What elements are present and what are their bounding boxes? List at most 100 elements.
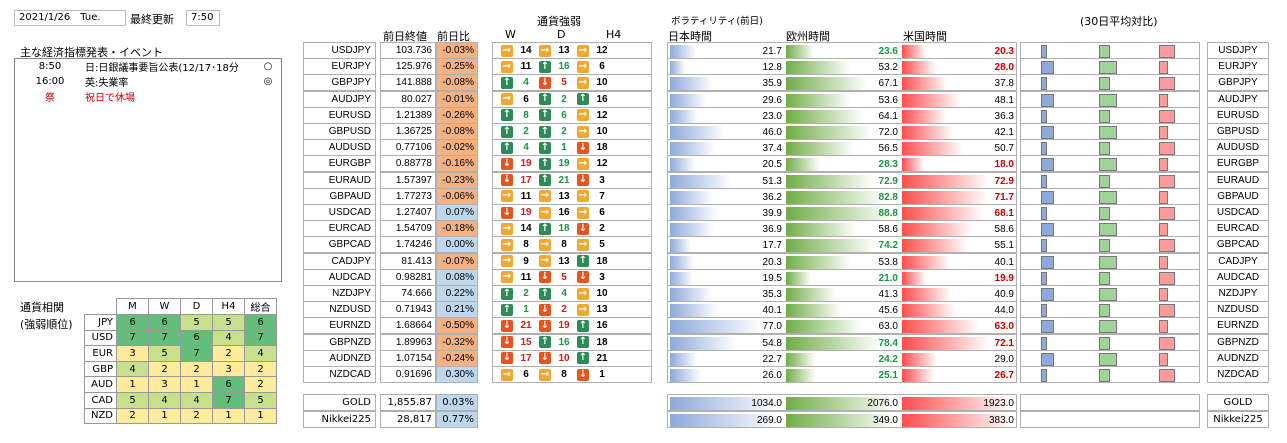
europe-value: 45.6 [878,305,898,317]
col-europe: 欧州時間 [786,30,830,43]
europe-bar [786,142,854,156]
avg-row [1020,349,1200,367]
d-value: 2 [561,304,567,316]
ranking-cell: 5 [180,314,213,331]
change-pct: -0.25% [436,58,478,76]
prev-close: 1.07154 [380,349,436,367]
us-bar [902,352,937,366]
europe-value: 41.3 [878,289,898,300]
avg-row [1020,236,1200,254]
d-value: 13 [558,45,570,56]
d-value: 6 [561,109,567,121]
avg-row [1020,106,1200,124]
w-value: 17 [520,352,532,364]
japan-avg-bar [1041,77,1047,91]
us-bar [902,190,989,204]
europe-value: 82.8 [878,191,898,203]
japan-bar [670,414,780,427]
pair-symbol: AUDUSD [303,139,376,157]
japan-bar [670,271,694,285]
w-value: 4 [523,77,529,89]
flat-arrow-icon: → [577,157,589,170]
flat-arrow-icon: → [577,60,589,73]
d-value: 5 [561,77,567,89]
volatility-row: 29.6 53.6 48.1 [667,90,1017,108]
japan-bar [670,61,686,75]
pair-symbol: EURNZD [303,317,376,335]
japan-value: 12.8 [762,62,782,74]
japan-bar [670,142,715,156]
japan-value: 39.9 [762,208,782,219]
pair-symbol-right: USDCAD [1207,204,1269,221]
change-pct: -0.01% [436,90,478,108]
pair-symbol: GBPNZD [303,333,376,351]
strength-row: ↑ 8 ↑ 6 → 12 [492,106,652,124]
europe-avg-bar [1099,239,1110,253]
flat-arrow-icon: → [501,271,513,284]
us-bar [902,207,984,220]
europe-avg-bar [1099,45,1110,58]
us-value: 40.1 [994,256,1014,268]
w-value: 9 [523,255,529,267]
ranking-cell: 6 [244,314,277,331]
pair-symbol-right: EURAUD [1207,171,1269,189]
japan-value: 54.8 [762,337,782,349]
h4-value: 18 [596,336,608,348]
w-value: 6 [523,93,529,105]
europe-avg-bar [1099,320,1117,334]
japan-bar [670,304,719,318]
h4-value: 5 [599,239,605,251]
japan-avg-bar [1041,336,1047,350]
pair-symbol: EURJPY [303,58,376,76]
flat-arrow-icon: → [501,44,513,57]
change-pct: 0.30% [436,366,478,383]
flat-arrow-icon: → [577,76,589,89]
us-value: 63.0 [994,321,1014,333]
ranking-cell: 5 [212,314,245,331]
us-bar [902,142,963,156]
ranking-row: CAD 5 4 4 7 5 [84,391,277,409]
pair-symbol-right: EURCAD [1207,220,1269,238]
change-pct: -0.32% [436,333,478,351]
japan-bar [670,190,714,204]
japan-value: 29.6 [762,94,782,106]
pair-symbol: AUDNZD [303,349,376,367]
europe-bar [786,239,876,253]
japan-value: 37.4 [762,143,782,155]
col-strength: 通貨強弱 [537,15,581,28]
extra-change: 0.03% [436,394,478,411]
japan-value: 40.1 [762,305,782,317]
europe-bar [786,320,862,334]
europe-avg-bar [1099,288,1117,301]
europe-avg-bar [1099,352,1117,366]
ranking-cell: 1 [116,376,149,393]
us-avg-bar [1159,77,1175,91]
flat-arrow-icon: → [577,125,589,138]
col-prev-close: 前日終値 [383,30,427,43]
japan-bar [670,126,726,139]
flat-arrow-icon: → [501,190,513,203]
flat-arrow-icon: → [539,368,551,381]
europe-bar [786,369,817,382]
down-arrow-icon: ↓ [501,206,513,219]
ranking-cell: 7 [244,329,277,347]
japan-value: 22.7 [762,353,782,365]
strength-row: ↓ 19 → 16 → 6 [492,204,652,221]
d-value: 21 [558,174,570,186]
europe-value: 21.0 [878,272,898,284]
avg-row [1020,123,1200,140]
us-value: 36.3 [994,110,1014,122]
pair-symbol: GBPJPY [303,74,376,92]
japan-bar [670,158,695,172]
japan-bar [670,93,706,107]
europe-value: 53.8 [878,256,898,268]
d-value: 18 [558,223,570,235]
h4-value: 10 [596,288,608,299]
pair-symbol-right: USDJPY [1207,42,1269,59]
down-arrow-icon: ↓ [501,157,513,170]
flat-arrow-icon: → [577,190,589,203]
japan-value: 36.2 [762,191,782,203]
w-value: 6 [523,369,529,380]
up-arrow-icon: ↑ [501,141,513,154]
d-value: 2 [561,93,567,105]
